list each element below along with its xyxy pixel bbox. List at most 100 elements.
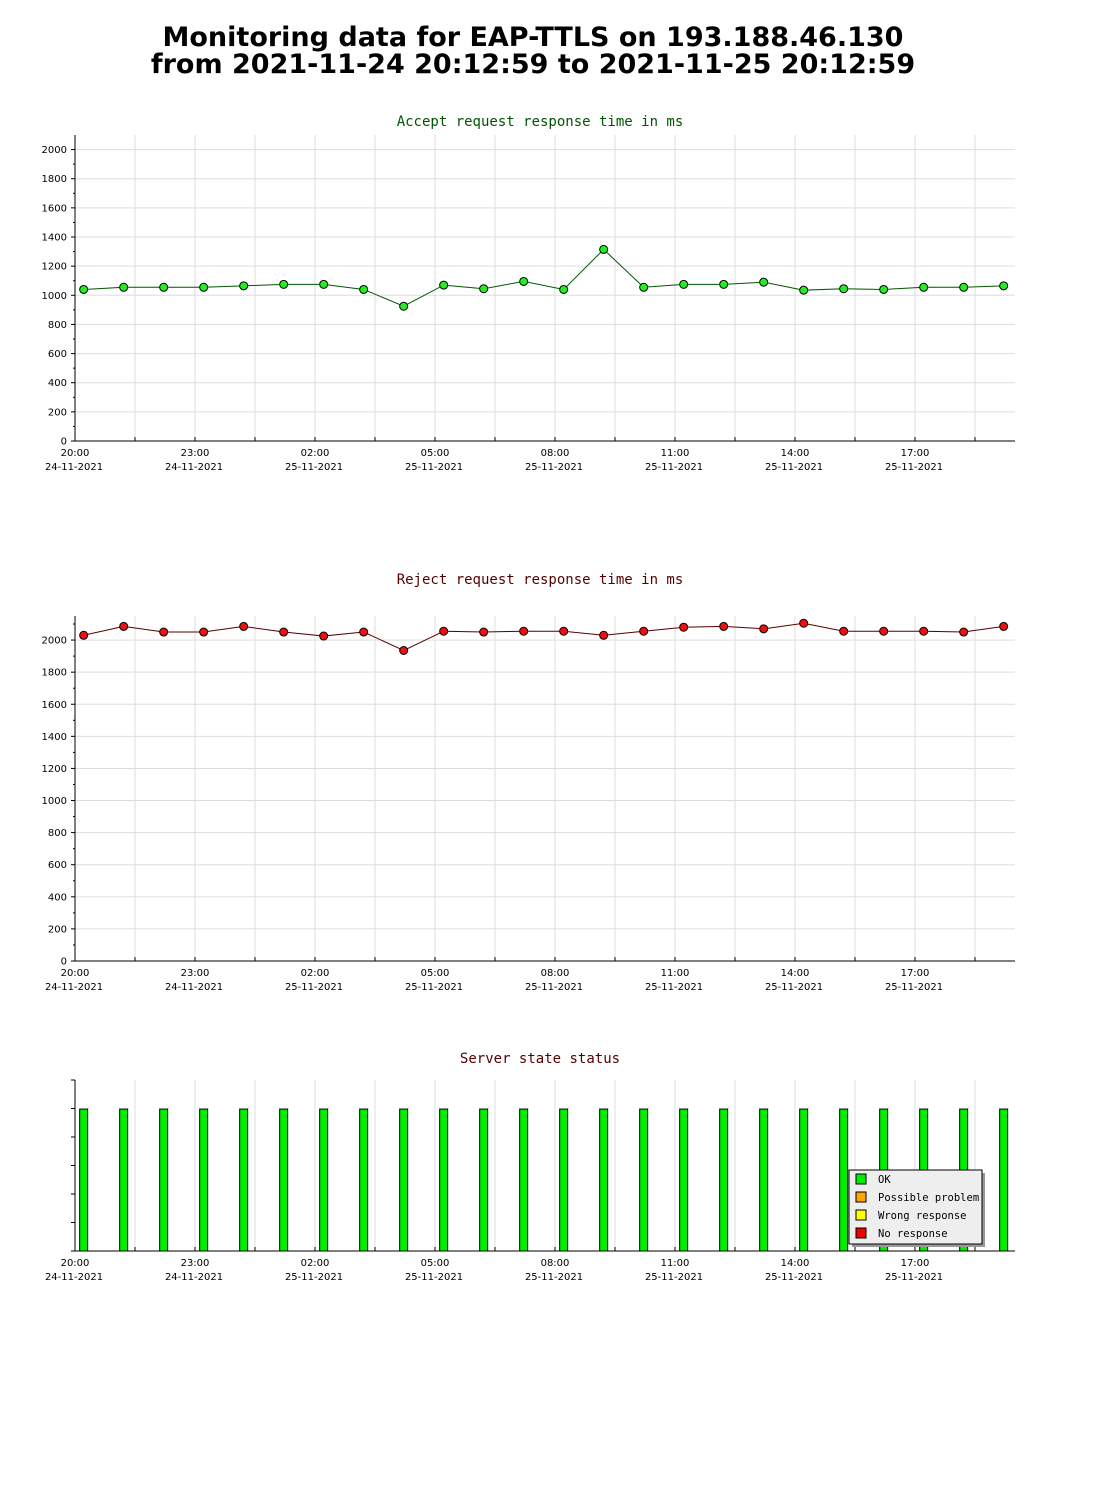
data-point [999,281,1009,291]
y-tick-label: 1600 [42,203,67,214]
legend-swatch [855,1191,867,1203]
data-point [199,282,209,292]
x-tick-label-time: 05:00 [421,448,450,459]
x-tick-label-time: 23:00 [181,968,210,979]
data-point [159,627,169,637]
status-bar [999,1108,1009,1252]
data-point [439,280,449,290]
x-tick-label-date: 25-11-2021 [285,1272,343,1283]
status-bar [159,1108,169,1252]
x-tick-label-date: 24-11-2021 [165,462,223,473]
x-tick-label-time: 11:00 [661,968,690,979]
data-point [199,627,209,637]
data-point [959,282,969,292]
x-tick-label-date: 25-11-2021 [885,462,943,473]
status-bar [759,1108,769,1252]
data-point [319,631,329,641]
x-tick-label-date: 25-11-2021 [645,982,703,993]
data-point [119,282,129,292]
y-tick-label: 2000 [42,636,67,647]
data-point [639,626,649,636]
data-point [999,621,1009,631]
y-tick-label: 0 [61,957,67,968]
status-bar [319,1108,329,1252]
x-tick-label-date: 25-11-2021 [765,1272,823,1283]
y-tick-label: 2000 [42,145,67,156]
status-bar [799,1108,809,1252]
data-point [839,626,849,636]
x-tick-label-date: 25-11-2021 [525,1272,583,1283]
series-line [83,622,1004,652]
data-point [639,282,649,292]
x-tick-label-date: 24-11-2021 [45,462,103,473]
chart-title: Server state status [460,1051,620,1067]
chart-title: Reject request response time in ms [397,572,684,588]
x-tick-label-time: 17:00 [901,448,930,459]
legend-swatch [855,1227,867,1239]
x-tick-label-date: 25-11-2021 [285,982,343,993]
x-tick-label-time: 05:00 [421,1258,450,1269]
data-point [239,621,249,631]
status-bar [679,1108,689,1252]
status-bar [519,1108,529,1252]
y-tick-label: 1800 [42,174,67,185]
y-tick-label: 200 [48,407,67,418]
page-title-line2: from 2021-11-24 20:12:59 to 2021-11-25 2… [150,49,916,80]
y-tick-label: 1800 [42,668,67,679]
x-tick-label-time: 11:00 [661,448,690,459]
x-tick-label-date: 25-11-2021 [765,982,823,993]
y-tick-label: 1000 [42,291,67,302]
x-tick-label-time: 02:00 [301,448,330,459]
x-tick-label-date: 25-11-2021 [765,462,823,473]
y-tick-label: 1400 [42,233,67,244]
data-point [759,277,769,287]
status-bar [119,1108,129,1252]
chart-3: Server state status 20:00 24-11-2021 23:00 2… [45,1051,1015,1283]
data-point [799,285,809,295]
x-tick-label-date: 24-11-2021 [45,1272,103,1283]
data-point [439,626,449,636]
y-tick-label: 400 [48,892,67,903]
data-point [879,284,889,294]
data-point [879,626,889,636]
status-bar [439,1108,449,1252]
status-bar [479,1108,489,1252]
data-point [919,282,929,292]
data-point [719,279,729,289]
data-point [679,622,689,632]
data-point [559,284,569,294]
x-tick-label-date: 25-11-2021 [405,982,463,993]
x-tick-label-time: 08:00 [541,1258,570,1269]
series-line [83,248,1004,307]
x-tick-label-date: 25-11-2021 [405,1272,463,1283]
x-tick-label-date: 25-11-2021 [885,1272,943,1283]
data-point [79,284,89,294]
x-tick-label-date: 24-11-2021 [45,982,103,993]
data-point [599,244,609,254]
status-bar [359,1108,369,1252]
x-tick-label-date: 24-11-2021 [165,1272,223,1283]
data-point [359,284,369,294]
data-point [559,626,569,636]
x-tick-label-time: 20:00 [61,968,90,979]
data-point [319,279,329,289]
x-tick-label-time: 20:00 [61,448,90,459]
data-point [119,621,129,631]
status-bar [279,1108,289,1252]
chart-1: Accept request response time in ms 0 200 40… [42,114,1015,473]
x-tick-label-date: 24-11-2021 [165,982,223,993]
data-point [519,276,529,286]
x-tick-label-date: 25-11-2021 [645,1272,703,1283]
data-point [359,627,369,637]
x-tick-label-time: 23:00 [181,1258,210,1269]
status-bar [839,1108,849,1252]
data-point [279,627,289,637]
y-tick-label: 1200 [42,262,67,273]
legend-label: Wrong response [878,1210,967,1222]
data-point [799,618,809,628]
status-bar [199,1108,209,1252]
page-title: Monitoring data for EAP-TTLS on 193.188.… [0,24,1066,78]
legend-box [848,1169,983,1245]
legend-swatch [855,1173,867,1185]
